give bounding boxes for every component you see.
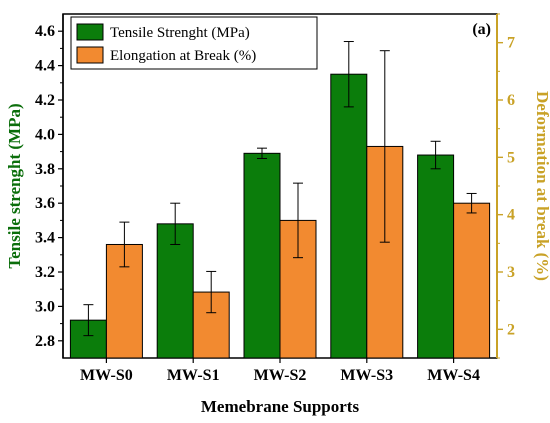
legend: Tensile Strenght (MPa) Elongation at Bre… [70,16,318,70]
right-y-tick-label: 7 [507,35,515,52]
left-y-tick-label: 3.4 [35,230,55,247]
left-y-tick-label: 2.8 [35,333,55,350]
left-y-tick-label: 3.8 [35,161,55,178]
left-y-tick-label: 4.6 [35,23,55,40]
legend-box [70,16,318,70]
legend-swatch-elongation [76,46,104,64]
bar-elongation-mw-s2 [279,219,317,359]
right-y-tick-label: 6 [507,92,515,109]
bar-tensile-mw-s3 [330,73,368,359]
bar-tensile-mw-s4 [417,154,455,359]
left-y-axis: 2.8 3.0 3.2 3.4 3.6 3.8 4.0 4.2 4.4 4.6 [35,14,64,358]
error-bars-layer [83,41,477,337]
left-y-axis-title: Tensile strenght (MPa) [5,103,24,268]
x-axis-title: Memebrane Supports [201,397,360,416]
panel-label: (a) [472,21,491,38]
right-y-tick-label: 3 [507,264,515,281]
x-axis: MW-S0 MW-S1 MW-S2 MW-S3 MW-S4 [80,358,480,384]
x-tick-label-mw-s3: MW-S3 [340,367,393,384]
left-y-tick-label: 4.4 [35,58,55,75]
right-y-axis-title: Deformation at break (%) [533,91,550,281]
left-y-tick-label: 3.0 [35,298,55,315]
right-y-axis: 2 3 4 5 6 7 [496,13,515,359]
legend-swatch-tensile [76,23,104,41]
right-y-tick-label: 5 [507,149,515,166]
right-y-tick-label: 4 [507,207,515,224]
left-y-tick-label: 3.2 [35,264,55,281]
legend-label-tensile: Tensile Strenght (MPa) [110,25,250,41]
left-y-tick-label: 4.2 [35,92,55,109]
right-y-tick-label: 2 [507,321,515,338]
x-tick-label-mw-s1: MW-S1 [167,367,220,384]
x-tick-label-mw-s2: MW-S2 [254,367,307,384]
left-y-tick-label: 4.0 [35,126,55,143]
bar-tensile-mw-s2 [243,152,281,359]
bars-layer [69,73,491,359]
legend-label-elongation: Elongation at Break (%) [110,48,256,64]
bar-elongation-mw-s4 [453,202,491,359]
left-y-tick-label: 3.6 [35,195,55,212]
x-tick-label-mw-s4: MW-S4 [427,367,480,384]
x-tick-label-mw-s0: MW-S0 [80,367,133,384]
